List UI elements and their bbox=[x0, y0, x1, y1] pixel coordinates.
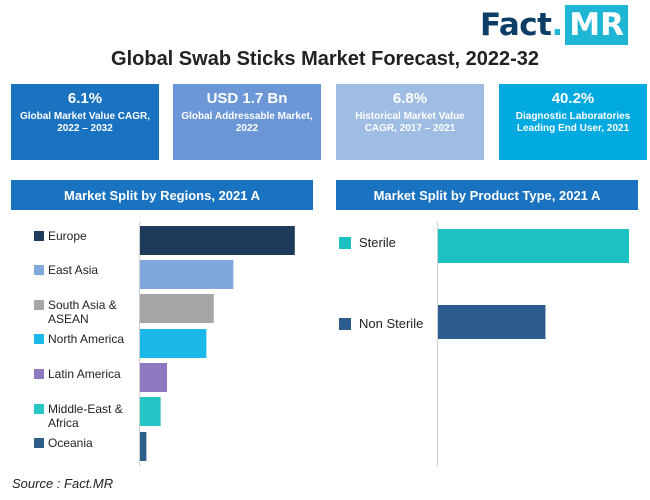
region-legend-item: North America bbox=[34, 332, 124, 346]
kpi-tile-addressable-market: USD 1.7 Bn Global Addressable Market, 20… bbox=[173, 84, 321, 160]
kpi-label: Diagnostic Laboratories Leading End User… bbox=[515, 111, 631, 134]
region-bar-oceania bbox=[140, 432, 147, 461]
product-axis-line bbox=[437, 222, 438, 466]
region-bar-north-america bbox=[140, 329, 207, 358]
region-legend-item: Middle-East & Africa bbox=[34, 402, 134, 430]
legend-label: North America bbox=[48, 332, 125, 346]
kpi-tile-global-cagr: 6.1% Global Market Value CAGR, 2022 – 20… bbox=[11, 84, 159, 160]
product-bar-non-sterile bbox=[438, 305, 546, 339]
kpi-tile-historical-cagr: 6.8% Historical Market Value CAGR, 2017 … bbox=[336, 84, 484, 160]
region-legend-item: Oceania bbox=[34, 436, 93, 450]
legend-label: Oceania bbox=[48, 436, 93, 450]
region-legend-item: East Asia bbox=[34, 263, 98, 277]
kpi-label: Historical Market Value CAGR, 2017 – 202… bbox=[355, 111, 465, 134]
page-title: Global Swab Sticks Market Forecast, 2022… bbox=[111, 48, 539, 70]
region-legend-item: Europe bbox=[34, 229, 87, 243]
legend-swatch bbox=[34, 300, 44, 310]
region-bar-europe bbox=[140, 226, 295, 255]
kpi-label: Global Addressable Market, 2022 bbox=[181, 111, 313, 134]
kpi-label: Global Market Value CAGR, 2022 – 2032 bbox=[19, 111, 151, 134]
product-chart-title: Market Split by Product Type, 2021 A bbox=[336, 180, 638, 210]
legend-label: East Asia bbox=[48, 263, 99, 277]
legend-swatch bbox=[34, 369, 44, 379]
legend-swatch bbox=[34, 438, 44, 448]
legend-label: Middle-East & Africa bbox=[48, 402, 123, 430]
product-legend-item: Non Sterile bbox=[339, 316, 423, 331]
kpi-value: 6.8% bbox=[392, 90, 428, 107]
legend-swatch bbox=[34, 334, 44, 344]
legend-swatch bbox=[34, 404, 44, 414]
legend-swatch bbox=[34, 265, 44, 275]
legend-swatch bbox=[34, 231, 44, 241]
regions-chart-title: Market Split by Regions, 2021 A bbox=[11, 180, 313, 210]
legend-label: Europe bbox=[48, 229, 87, 243]
product-bar-sterile bbox=[438, 229, 630, 263]
region-bar-latin-america bbox=[140, 363, 168, 392]
regions-axis-line bbox=[139, 222, 140, 466]
legend-label: Latin America bbox=[48, 367, 121, 381]
legend-label: Sterile bbox=[359, 235, 396, 250]
kpi-value: 6.1% bbox=[67, 90, 103, 107]
region-bar-south-asia-asean bbox=[140, 294, 214, 323]
legend-label: South Asia & ASEAN bbox=[48, 298, 117, 326]
kpi-tile-leading-end-user: 40.2% Diagnostic Laboratories Leading En… bbox=[499, 84, 647, 160]
fact-mr-logo: Fact . MR bbox=[471, 4, 637, 46]
legend-swatch bbox=[339, 317, 351, 330]
kpi-value: USD 1.7 Bn bbox=[206, 90, 288, 107]
region-legend-item: South Asia & ASEAN bbox=[34, 298, 134, 326]
product-legend-item: Sterile bbox=[339, 235, 396, 250]
logo-suffix: MR bbox=[565, 5, 628, 45]
source-note: Source : Fact.MR bbox=[12, 476, 114, 491]
legend-label: Non Sterile bbox=[359, 316, 424, 331]
legend-swatch bbox=[339, 236, 351, 249]
region-bar-middle-east-africa bbox=[140, 397, 161, 426]
logo-text: Fact bbox=[480, 7, 552, 43]
region-bar-east-asia bbox=[140, 260, 234, 289]
logo-dot: . bbox=[551, 7, 564, 43]
region-legend-item: Latin America bbox=[34, 367, 121, 381]
kpi-value: 40.2% bbox=[551, 90, 595, 107]
